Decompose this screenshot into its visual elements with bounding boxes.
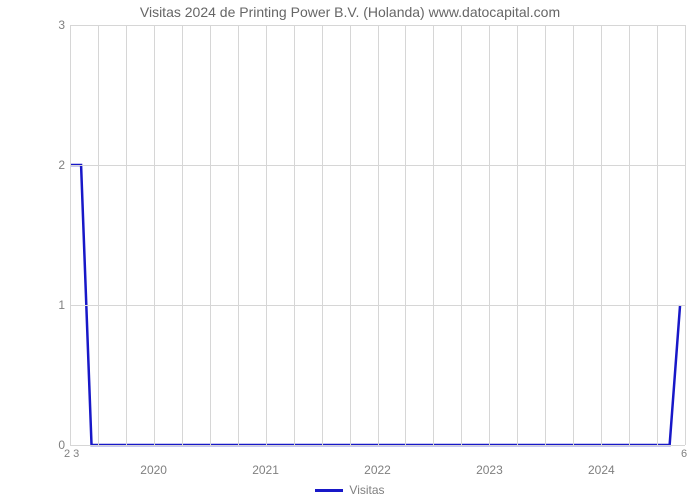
grid-line-v xyxy=(378,25,379,445)
grid-line-v xyxy=(126,25,127,445)
grid-line-v xyxy=(629,25,630,445)
grid-line-v xyxy=(657,25,658,445)
x-axis-label: 2020 xyxy=(140,463,167,477)
legend-swatch xyxy=(315,489,343,492)
grid-line-v xyxy=(210,25,211,445)
grid-line-h xyxy=(70,445,685,446)
grid-line-v xyxy=(238,25,239,445)
grid-line-v xyxy=(294,25,295,445)
grid-line-v xyxy=(685,25,686,445)
plot-area xyxy=(70,25,685,445)
grid-line-v xyxy=(98,25,99,445)
chart-container: Visitas 2024 de Printing Power B.V. (Hol… xyxy=(0,0,700,500)
grid-line-v xyxy=(573,25,574,445)
y-axis-label: 1 xyxy=(40,298,65,312)
grid-line-v xyxy=(433,25,434,445)
legend-label: Visitas xyxy=(349,483,384,497)
y-axis-label: 3 xyxy=(40,18,65,32)
grid-line-v xyxy=(489,25,490,445)
chart-title: Visitas 2024 de Printing Power B.V. (Hol… xyxy=(0,4,700,20)
grid-line-v xyxy=(154,25,155,445)
x-axis-label: 2021 xyxy=(252,463,279,477)
grid-line-v xyxy=(266,25,267,445)
x-axis-label: 2024 xyxy=(588,463,615,477)
grid-line-v xyxy=(322,25,323,445)
x-axis-label: 2022 xyxy=(364,463,391,477)
grid-line-v xyxy=(405,25,406,445)
grid-line-v xyxy=(461,25,462,445)
grid-line-v xyxy=(182,25,183,445)
grid-line-v xyxy=(545,25,546,445)
y-axis-label: 2 xyxy=(40,158,65,172)
secondary-x-label-right: 6 xyxy=(681,448,687,460)
grid-line-v xyxy=(601,25,602,445)
grid-line-v xyxy=(517,25,518,445)
legend: Visitas xyxy=(0,483,700,497)
y-axis-label: 0 xyxy=(40,438,65,452)
grid-line-v xyxy=(70,25,71,445)
grid-line-v xyxy=(350,25,351,445)
secondary-x-label-left: 2 3 xyxy=(64,448,79,460)
x-axis-label: 2023 xyxy=(476,463,503,477)
